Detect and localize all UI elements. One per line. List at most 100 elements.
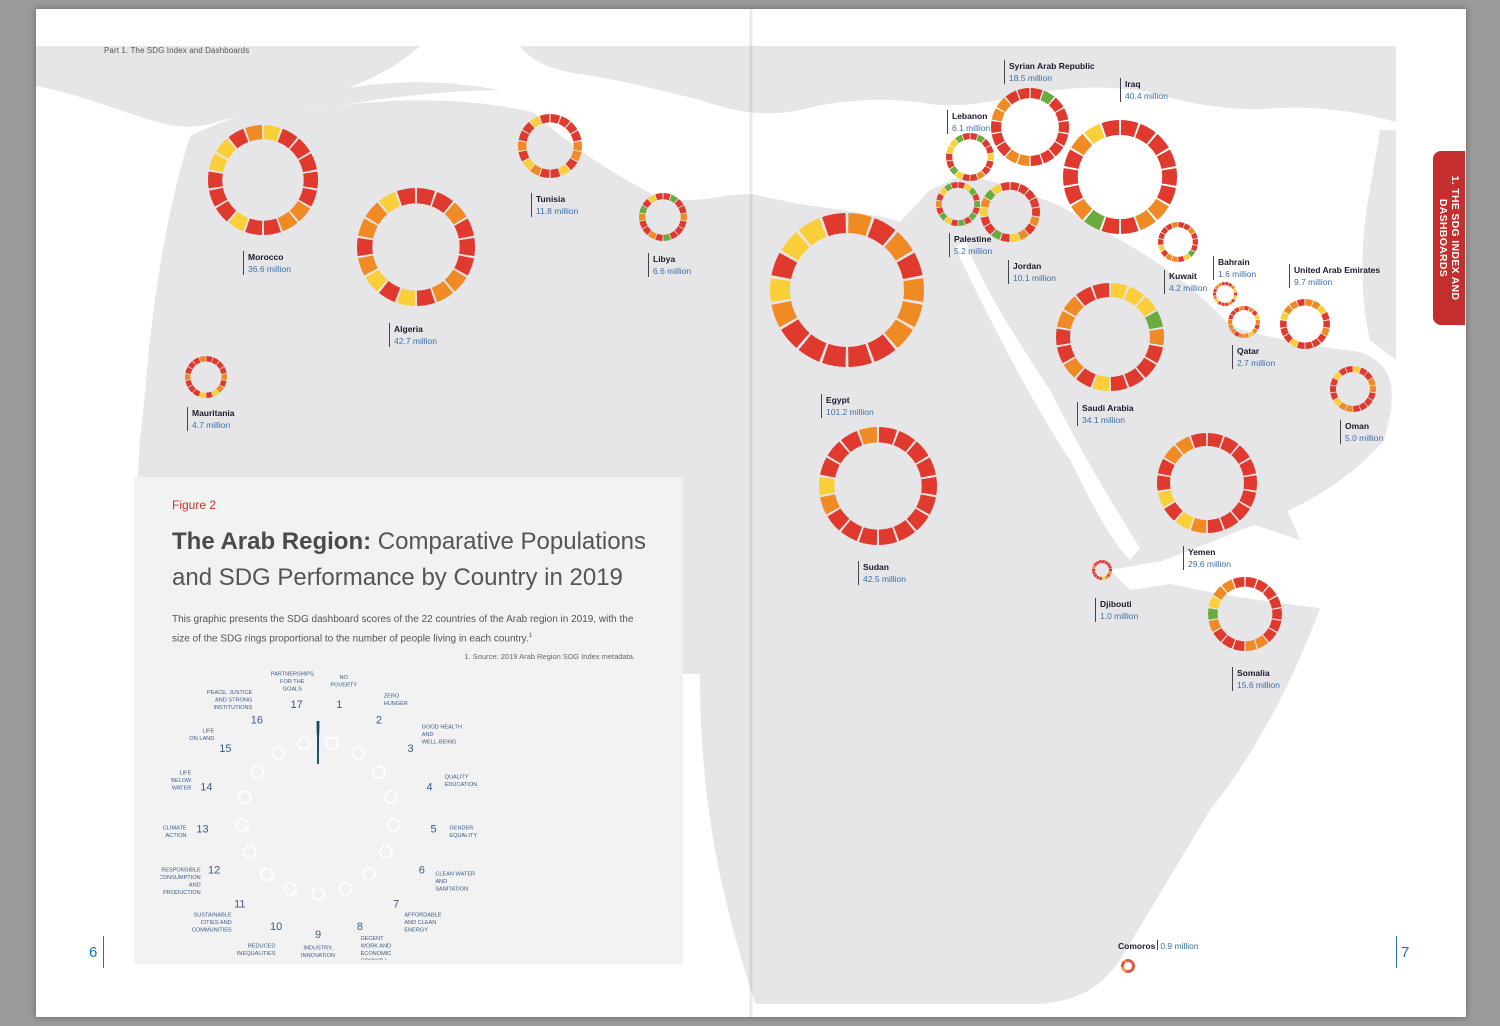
sdg-ring-iraq-segment-14 — [1063, 168, 1079, 186]
sdg-ring-uae-segment-13 — [1280, 327, 1289, 337]
sdg-ring-tunisia-segment-15 — [518, 130, 530, 142]
sdg-ring-kuwait-segment-14 — [1158, 238, 1164, 246]
sdg-goal-number: 14 — [200, 781, 212, 793]
sdg-ring-comoros-segment-4 — [1131, 962, 1135, 966]
sdg-goal-label-line: FOR THE — [280, 679, 305, 685]
sdg-ring-iraq-segment-17 — [1084, 123, 1105, 145]
sdg-ring-sudan[interactable] — [819, 427, 937, 545]
sdg-ring-saudi[interactable] — [1056, 283, 1164, 391]
sdg-ring-qatar[interactable] — [1228, 306, 1260, 338]
sdg-ring-bahrain[interactable] — [1213, 282, 1237, 306]
country-label-tunisia: Tunisia 11.8 million — [531, 193, 578, 217]
sdg-ring-djibouti[interactable] — [1092, 560, 1112, 580]
sdg-goal-number: 10 — [270, 921, 282, 933]
sdg-ring-kuwait[interactable] — [1158, 222, 1198, 262]
sdg-ring-iraq-segment-11 — [1084, 209, 1105, 231]
sdg-ring-tunisia-segment-5 — [573, 141, 582, 151]
sdg-ring-syria[interactable] — [990, 88, 1069, 166]
sdg-ring-uae-segment-2 — [1311, 300, 1321, 310]
sdg-ring-qatar-segment-11 — [1233, 331, 1240, 337]
sdg-ring-lebanon-segment-15 — [946, 145, 955, 154]
sdg-goal-number: 16 — [251, 714, 263, 726]
country-population: 1.0 million — [1100, 611, 1139, 621]
sdg-ring-uae[interactable] — [1279, 299, 1330, 349]
sdg-goal-number: 1 — [336, 699, 342, 711]
sdg-ring-kuwait-segment-17 — [1165, 223, 1173, 231]
sdg-goal-15: 15 LIFE ON LAND — [189, 721, 320, 779]
sdg-ring-yemen[interactable] — [1157, 433, 1257, 533]
sdg-ring-morocco-segment-10 — [245, 218, 263, 235]
country-label-syria: Syrian Arab Republic 18.5 million — [1004, 60, 1095, 84]
sdg-ring-sudan-segment-11 — [840, 519, 863, 542]
sdg-ring-egypt-segment-17 — [798, 218, 827, 246]
sdg-ring-somalia-segment-9 — [1245, 639, 1257, 651]
sdg-ring-comoros-segment-3 — [1130, 960, 1134, 964]
sdg-ring-qatar-segment-12 — [1230, 328, 1237, 335]
sdg-ring-algeria-segment-13 — [358, 255, 378, 276]
sdg-ring-mauritania-segment-5 — [221, 373, 228, 381]
sdg-ring-jordan-segment-18 — [1000, 182, 1010, 191]
sdg-goal-label-line: PARTNERSHIPS — [271, 671, 314, 677]
sdg-ring-algeria-segment-14 — [357, 237, 373, 257]
sdg-ring-lebanon-segment-12 — [949, 166, 959, 176]
sdg-ring-bahrain-segment-9 — [1225, 302, 1229, 306]
sdg-ring-saudi-segment-4 — [1144, 310, 1163, 330]
sdg-ring-oman-segment-16 — [1333, 371, 1342, 381]
sdg-ring-tunisia[interactable] — [518, 114, 582, 178]
sdg-ring-algeria-segment-4 — [454, 218, 474, 239]
country-name: Jordan — [1013, 261, 1042, 271]
sdg-ring-tunisia-segment-18 — [539, 114, 550, 124]
sdg-ring-morocco-segment-16 — [215, 138, 237, 159]
sdg-ring-algeria-segment-6 — [454, 255, 474, 276]
country-name: Kuwait — [1169, 271, 1197, 281]
sdg-ring-palestine-segment-1 — [958, 182, 966, 189]
sdg-ring-jordan-segment-11 — [991, 229, 1003, 240]
sdg-ring-uae-segment-18 — [1296, 299, 1305, 307]
sdg-goal-label-line: AND — [422, 732, 434, 738]
sdg-ring-egypt[interactable] — [769, 213, 925, 367]
sdg-ring-mauritania-segment-1 — [206, 356, 213, 363]
sdg-ring-mauritania-segment-4 — [219, 366, 227, 375]
sdg-ring-qatar-segment-13 — [1228, 324, 1234, 330]
sdg-ring-morocco[interactable] — [207, 125, 318, 235]
sdg-ring-tunisia-segment-10 — [539, 168, 550, 178]
sdg-ring-algeria-segment-12 — [365, 269, 388, 292]
sdg-ring-tunisia-segment-13 — [518, 150, 530, 162]
sdg-ring-comoros[interactable] — [1121, 959, 1136, 973]
sdg-ring-bahrain-segment-2 — [1228, 282, 1233, 288]
sdg-ring-jordan[interactable] — [980, 182, 1041, 242]
sdg-ring-oman-segment-15 — [1330, 377, 1339, 386]
sdg-ring-morocco-segment-7 — [289, 201, 311, 222]
figure-description: This graphic presents the SDG dashboard … — [172, 612, 642, 647]
figure-title-rest: Comparative Populations and SDG Performa… — [172, 528, 646, 591]
sdg-ring-algeria[interactable] — [357, 188, 476, 306]
sdg-ring-egypt-segment-16 — [781, 231, 810, 261]
sdg-ring-sudan-segment-15 — [820, 457, 840, 478]
sdg-ring-morocco-segment-11 — [228, 211, 249, 232]
sdg-ring-syria-segment-15 — [991, 108, 1005, 122]
land-europe-north — [520, 46, 1396, 122]
section-tab[interactable] — [1433, 151, 1465, 325]
sdg-goal-number: 11 — [234, 899, 245, 911]
sdg-ring-djibouti-segment-9 — [1102, 576, 1106, 580]
sdg-ring-oman[interactable] — [1330, 366, 1376, 412]
sdg-ring-djibouti-segment-12 — [1093, 573, 1098, 578]
sdg-ring-somalia[interactable] — [1207, 577, 1283, 651]
sdg-ring-palestine[interactable] — [936, 182, 981, 226]
sdg-ring-iraq-segment-13 — [1064, 185, 1084, 205]
sdg-ring-kuwait-segment-13 — [1158, 244, 1166, 252]
sdg-ring-uae-segment-5 — [1323, 320, 1330, 328]
sdg-ring-syria-segment-9 — [1030, 154, 1043, 166]
sdg-ring-oman-segment-5 — [1369, 385, 1376, 393]
sdg-ring-lebanon[interactable] — [946, 133, 995, 181]
sdg-ring-djibouti-segment-1 — [1102, 560, 1106, 564]
sdg-ring-iraq[interactable] — [1063, 120, 1177, 234]
sdg-ring-mauritania-segment-11 — [192, 389, 201, 397]
sdg-ring-mauritania[interactable] — [184, 356, 228, 398]
sdg-ring-libya[interactable] — [639, 193, 687, 241]
country-name: Comoros — [1118, 941, 1156, 951]
sdg-ring-bahrain-segment-10 — [1221, 302, 1225, 306]
